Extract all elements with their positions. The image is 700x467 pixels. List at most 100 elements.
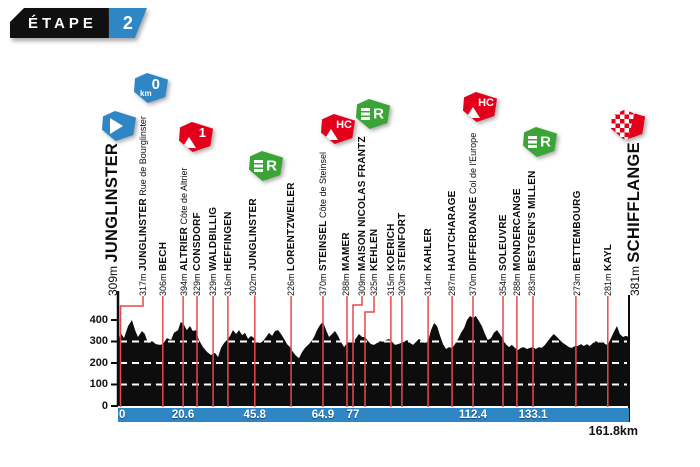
waypoint-label-junglinster: 302m JUNGLINSTER <box>248 198 259 296</box>
waypoint-name: KAYL <box>602 243 614 271</box>
sprint-rush-icon-shape: R <box>523 127 557 157</box>
waypoint-altitude: 303m <box>396 270 407 296</box>
stage-badge-label: ÉTAPE <box>28 14 97 32</box>
climb-cat1-icon-shape: 1 <box>179 122 213 152</box>
stage-badge: ÉTAPE 2 <box>10 8 147 38</box>
stage-number: 2 <box>108 8 147 38</box>
waypoint-altitude: 315m <box>385 270 396 296</box>
stage-badge-black: ÉTAPE <box>10 8 109 38</box>
waypoint-altitude: 309m <box>356 270 367 296</box>
distance-label-77: 77 <box>346 409 360 421</box>
climb-category-label: 1 <box>198 125 206 140</box>
finish-checkered-icon-shape <box>611 110 645 140</box>
waypoint-name: KOERICH <box>385 223 397 271</box>
waypoint-label-kayl: 281m KAYL <box>603 244 614 296</box>
waypoint-altitude: 354m <box>497 270 508 296</box>
waypoint-label-mondercange: 288m MONDERCANGE <box>512 188 523 296</box>
waypoint-label-lorentzweiler: 226m LORENTZWEILER <box>286 182 297 296</box>
start-chevron-icon <box>110 118 123 134</box>
waypoint-altitude: 329m <box>207 270 218 296</box>
waypoint-altitude: 273m <box>571 270 582 296</box>
waypoint-subname: Rue de Bourglinster <box>137 116 148 199</box>
km0-unit: km <box>140 89 152 98</box>
speed-lines-icon <box>528 136 537 139</box>
waypoint-subname: Côte de Altrier <box>178 167 189 227</box>
waypoint-label-differdange: 370m DIFFERDANGE Col de l'Europe <box>468 133 479 296</box>
climb-hc-icon: HC <box>463 92 497 122</box>
waypoint-name: HAUTCHARAGE <box>446 190 458 271</box>
climb-hc-icon-shape: HC <box>321 114 355 144</box>
waypoint-name: BECH <box>157 241 169 271</box>
yaxis-label-200: 200 <box>89 356 108 369</box>
waypoint-label-bestgen-s-millen: 283m BESTGEN'S MILLEN <box>527 170 538 296</box>
climb-hc-icon: HC <box>321 114 355 144</box>
sprint-rush-icon-shape: R <box>249 151 283 181</box>
waypoint-name: WALDBILLIG <box>207 206 219 271</box>
waypoint-name: KAHLER <box>422 228 434 271</box>
mountain-icon <box>182 137 196 148</box>
waypoint-label-maison-nicolas-frantz: 309m MAISON NICOLAS FRANTZ <box>357 136 368 296</box>
waypoint-label-junglinster: 317m JUNGLINSTER Rue de Bourglinster <box>138 116 149 296</box>
speed-lines-icon <box>361 108 370 111</box>
waypoint-label-hautcharage: 287m HAUTCHARAGE <box>447 190 458 296</box>
waypoint-altitude: 370m <box>467 270 478 296</box>
waypoint-name: MAMER <box>340 232 352 271</box>
waypoint-altitude: 394m <box>178 270 189 296</box>
sprint-label: R <box>540 133 551 151</box>
yaxis-label-100: 100 <box>89 378 108 390</box>
sprint-label: R <box>266 157 277 175</box>
distance-bar: 0 20.6 45.8 64.9 77 112.4 133.1 <box>118 408 629 422</box>
waypoint-altitude: 283m <box>526 270 537 296</box>
waypoint-label-soleuvre: 354m SOLEUVRE <box>498 214 509 296</box>
sprint-rush-icon: R <box>523 127 557 157</box>
waypoint-label-heffingen: 316m HEFFINGEN <box>223 211 234 296</box>
start-arrow-icon <box>102 111 136 141</box>
waypoint-name: MONDERCANGE <box>511 188 523 271</box>
waypoint-altitude: 370m <box>317 270 328 296</box>
waypoint-name: BESTGEN'S MILLEN <box>526 170 538 271</box>
waypoint-label-junglinster: 309m JUNGLINSTER <box>102 143 122 296</box>
waypoint-label-altrier: 394m ALTRIER Côte de Altrier <box>179 167 190 296</box>
climb-hc-icon-shape: HC <box>463 92 497 122</box>
waypoint-altitude: 288m <box>340 270 351 296</box>
finish-checkered-icon <box>611 110 645 140</box>
waypoint-name: JUNGLINSTER <box>103 142 121 263</box>
sprint-rush-icon: R <box>249 151 283 181</box>
waypoint-label-kahler: 314m KAHLER <box>423 228 434 296</box>
distance-label-112.4: 112.4 <box>458 409 488 421</box>
waypoint-name: JUNGLINSTER <box>137 198 149 271</box>
yaxis-label-0: 0 <box>101 399 108 412</box>
sprint-label: R <box>373 105 384 123</box>
connector-line <box>119 296 144 407</box>
distance-label-0: 0 <box>118 409 126 421</box>
sprint-rush-icon: R <box>356 99 390 129</box>
climb-category-label: HC <box>336 119 352 131</box>
waypoint-label-kehlen: 325m KEHLEN <box>369 229 380 296</box>
waypoint-altitude: 316m <box>222 270 233 296</box>
waypoint-label-bettembourg: 273m BETTEMBOURG <box>572 190 583 296</box>
kilometre-zero-icon-shape: 0 km <box>134 73 168 103</box>
speed-lines-icon <box>254 160 263 163</box>
waypoint-label-mamer: 288m MAMER <box>341 232 352 296</box>
waypoint-label-steinsel: 370m STEINSEL Côte de Steinsel <box>318 152 329 296</box>
waypoint-name: CONSDORF <box>191 212 203 271</box>
yaxis-label-300: 300 <box>89 335 108 347</box>
climb-cat1-icon: 1 <box>179 122 213 152</box>
km0-number: 0 <box>151 76 160 93</box>
distance-label-64.9: 64.9 <box>311 409 335 421</box>
waypoint-subname: Col de l'Europe <box>467 132 478 197</box>
kilometre-zero-icon: 0 km <box>134 73 168 103</box>
waypoint-label-consdorf: 329m CONSDORF <box>192 212 203 296</box>
waypoint-label-bech: 306m BECH <box>158 242 169 296</box>
mountain-icon <box>466 107 480 118</box>
connector-line <box>352 296 363 407</box>
waypoint-altitude: 314m <box>422 270 433 296</box>
waypoint-label-koerich: 315m KOERICH <box>386 223 397 296</box>
waypoint-name: SCHIFFLANGE <box>625 142 643 263</box>
yaxis-label-400: 400 <box>89 313 108 326</box>
waypoint-name: DIFFERDANGE <box>467 196 479 271</box>
waypoint-name: ALTRIER <box>178 226 190 271</box>
waypoint-label-steinfort: 303m STEINFORT <box>397 213 408 296</box>
